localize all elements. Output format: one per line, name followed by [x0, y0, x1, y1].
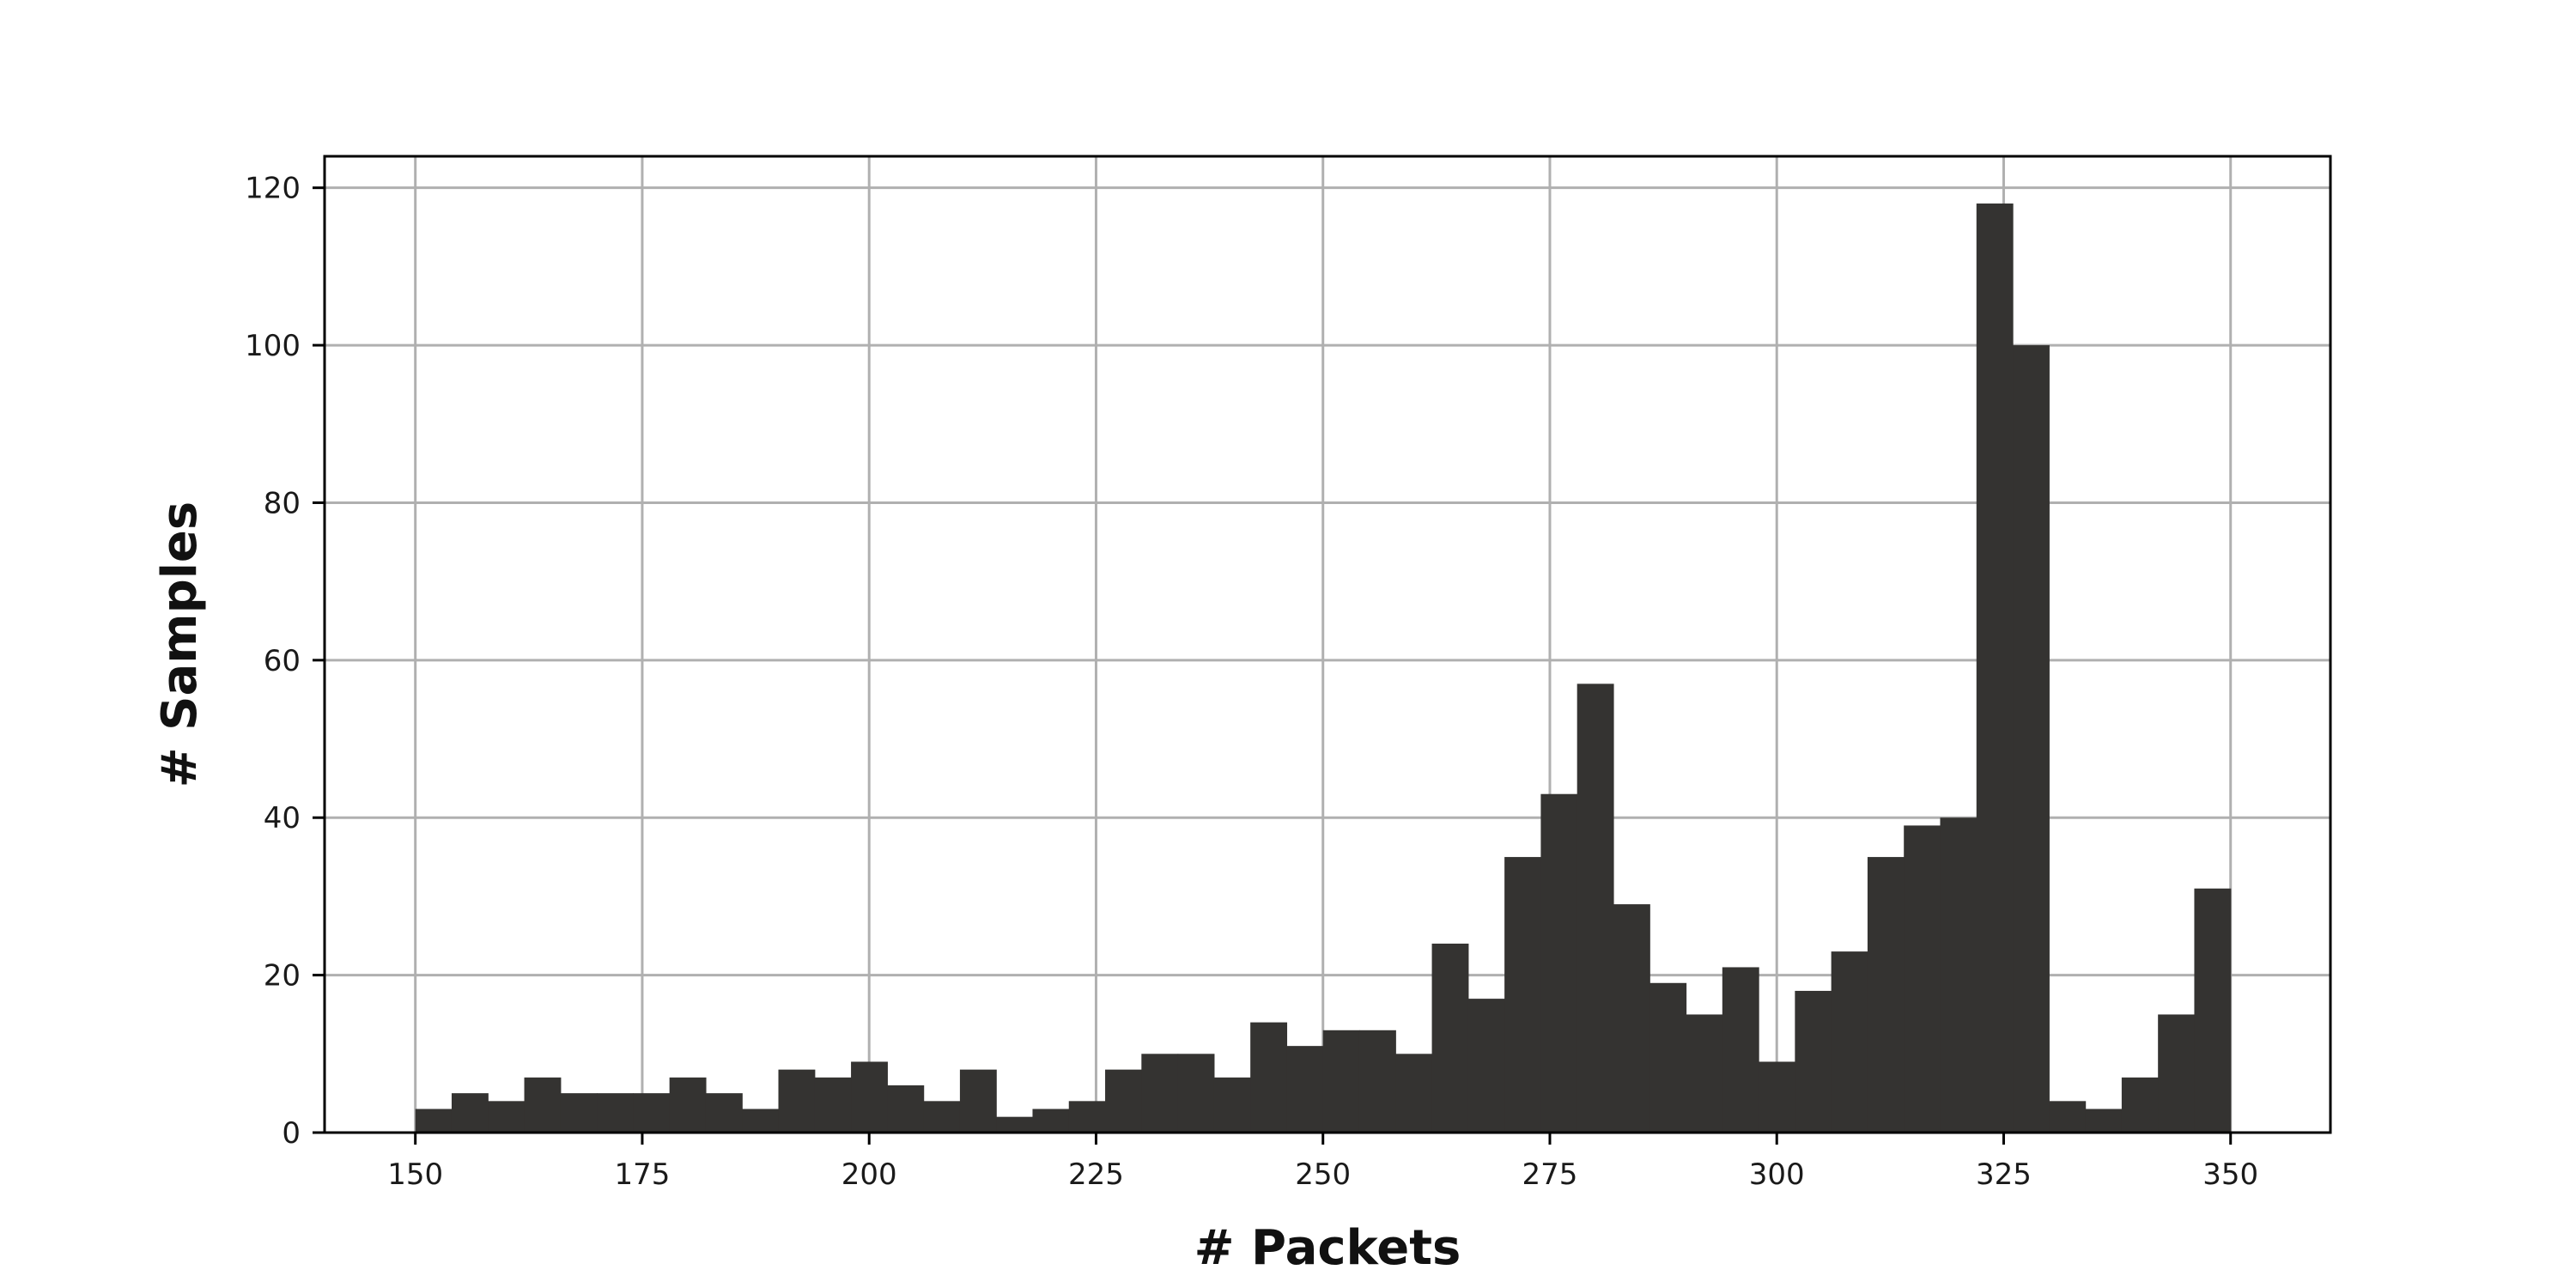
- histogram-bar: [1649, 982, 1687, 1133]
- histogram-bar: [1141, 1054, 1179, 1133]
- histogram-bar: [887, 1084, 925, 1133]
- histogram-bar: [2013, 345, 2050, 1133]
- x-tick-label: 150: [387, 1157, 443, 1192]
- histogram-bar: [1177, 1054, 1215, 1133]
- y-tick-label: 60: [264, 644, 301, 678]
- histogram-bar: [1577, 683, 1614, 1133]
- histogram-bar: [1867, 857, 1905, 1133]
- histogram-bar: [669, 1077, 707, 1133]
- histogram-bar: [1286, 1046, 1324, 1133]
- histogram-bar: [996, 1116, 1034, 1133]
- histogram-bar: [1759, 1061, 1795, 1133]
- histogram-bar: [1322, 1030, 1360, 1133]
- histogram-bar: [1105, 1069, 1142, 1133]
- histogram-bar: [1722, 967, 1759, 1133]
- histogram-bar: [2121, 1077, 2159, 1133]
- x-tick-label: 250: [1295, 1157, 1351, 1192]
- histogram-bar: [451, 1093, 489, 1133]
- histogram-bar: [1213, 1077, 1251, 1133]
- x-tick-label: 350: [2202, 1157, 2258, 1192]
- x-tick-label: 275: [1522, 1157, 1578, 1192]
- plot-frame: [323, 155, 2332, 1134]
- histogram-bar: [560, 1093, 598, 1133]
- histogram-bar: [1431, 943, 1469, 1133]
- y-tick-label: 0: [282, 1116, 301, 1151]
- x-tick-label: 225: [1068, 1157, 1124, 1192]
- histogram-bar: [1686, 1014, 1723, 1133]
- histogram-bars: [415, 204, 2232, 1133]
- histogram-bar: [1250, 1022, 1288, 1133]
- histogram-bar: [597, 1093, 634, 1133]
- histogram-bar: [742, 1109, 780, 1133]
- histogram-bar: [2194, 888, 2232, 1133]
- histogram-bar: [1395, 1054, 1433, 1133]
- y-tick-label: 80: [264, 486, 301, 520]
- histogram-bar: [1940, 817, 1978, 1133]
- y-tick-label: 20: [264, 959, 301, 993]
- x-tick-label: 175: [615, 1157, 671, 1192]
- y-tick-label: 120: [245, 172, 301, 206]
- histogram-bar: [814, 1077, 852, 1133]
- histogram-bar: [2158, 1014, 2196, 1133]
- histogram-bar: [1831, 951, 1868, 1133]
- y-axis-ticks: 0 20 40 60 80 100 120: [245, 172, 325, 1151]
- y-axis-title: # Samples: [152, 501, 208, 787]
- x-axis-ticks: 150 175 200 225 250 275 300 325 350: [387, 1133, 2258, 1192]
- histogram-bar: [415, 1109, 453, 1133]
- histogram-bar: [959, 1069, 997, 1133]
- histogram-bar: [1904, 825, 1941, 1133]
- y-tick-label: 40: [264, 801, 301, 835]
- x-axis-title: # Packets: [1194, 1220, 1461, 1276]
- histogram-bar: [2085, 1109, 2123, 1133]
- x-tick-label: 300: [1749, 1157, 1805, 1192]
- histogram-bar: [524, 1077, 562, 1133]
- histogram-bar: [1358, 1030, 1396, 1133]
- histogram-bar: [1467, 999, 1505, 1133]
- histogram-bar: [851, 1061, 888, 1133]
- x-tick-label: 200: [841, 1157, 897, 1192]
- y-tick-label: 100: [245, 329, 301, 363]
- histogram-bar: [705, 1093, 743, 1133]
- histogram-bar: [1976, 204, 2014, 1133]
- histogram-bar: [1613, 904, 1650, 1133]
- histogram-bar: [1068, 1101, 1106, 1133]
- histogram-bar: [1504, 857, 1541, 1133]
- histogram-bar: [1032, 1109, 1070, 1133]
- histogram-bar: [1540, 793, 1578, 1133]
- histogram-bar: [2049, 1101, 2087, 1133]
- x-tick-label: 325: [1976, 1157, 2032, 1192]
- histogram-bar: [633, 1093, 671, 1133]
- histogram-bar: [923, 1101, 961, 1133]
- histogram-bar: [488, 1101, 526, 1133]
- histogram-bar: [1795, 990, 1832, 1133]
- histogram-bar: [778, 1069, 816, 1133]
